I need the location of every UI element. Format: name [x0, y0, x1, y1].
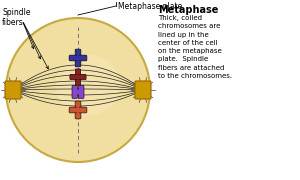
- FancyBboxPatch shape: [79, 86, 84, 98]
- FancyBboxPatch shape: [135, 81, 151, 99]
- Ellipse shape: [56, 54, 120, 116]
- FancyBboxPatch shape: [69, 55, 77, 61]
- FancyBboxPatch shape: [75, 78, 81, 85]
- Text: Thick, coiled
chromosomes are
lined up in the
center of the cell
on the metaphas: Thick, coiled chromosomes are lined up i…: [158, 15, 232, 79]
- FancyBboxPatch shape: [75, 111, 81, 119]
- Text: Spindle
fibers: Spindle fibers: [2, 8, 31, 27]
- FancyBboxPatch shape: [75, 101, 81, 109]
- Circle shape: [76, 56, 80, 60]
- FancyBboxPatch shape: [5, 81, 21, 99]
- FancyBboxPatch shape: [72, 86, 77, 98]
- FancyBboxPatch shape: [79, 74, 86, 80]
- FancyBboxPatch shape: [75, 59, 81, 67]
- FancyBboxPatch shape: [75, 69, 81, 76]
- Text: Metaphase plate: Metaphase plate: [118, 2, 182, 11]
- FancyBboxPatch shape: [69, 107, 77, 113]
- FancyBboxPatch shape: [75, 90, 81, 94]
- FancyBboxPatch shape: [75, 49, 81, 57]
- Text: Metaphase: Metaphase: [158, 5, 218, 15]
- Circle shape: [76, 75, 80, 79]
- FancyBboxPatch shape: [70, 74, 77, 80]
- FancyBboxPatch shape: [79, 55, 87, 61]
- Circle shape: [76, 108, 80, 112]
- Circle shape: [6, 18, 150, 162]
- FancyBboxPatch shape: [79, 107, 87, 113]
